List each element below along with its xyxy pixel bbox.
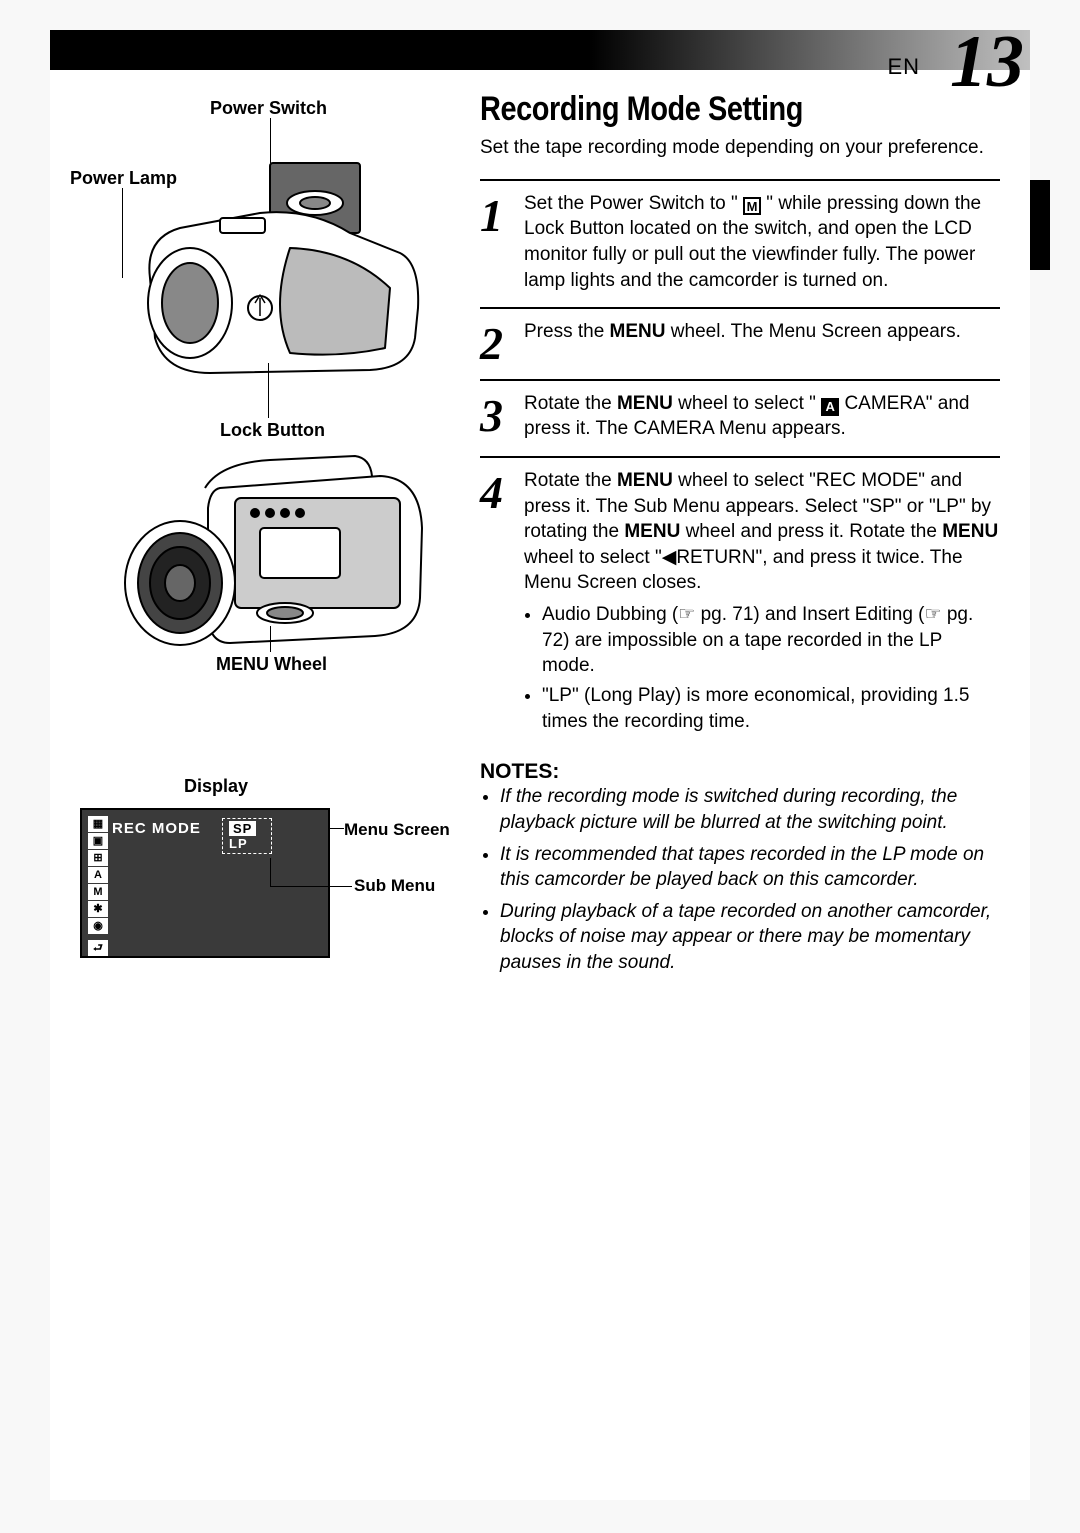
step: 2Press the MENU wheel. The Menu Screen a… bbox=[480, 307, 1000, 378]
step-body: Press the MENU wheel. The Menu Screen ap… bbox=[524, 319, 961, 364]
leader-line bbox=[270, 886, 352, 887]
rec-mode-options: SP LP bbox=[222, 818, 272, 854]
panel-icon: ⮐ bbox=[88, 940, 108, 956]
manual-page: EN 13 Power Switch Power Lamp Lock Butt bbox=[50, 30, 1030, 1500]
display-panel: ▦ ▣ ⊞ A M ✱ ◉ ⮐ REC MODE SP LP bbox=[80, 808, 330, 958]
display-icon-column: ▦ ▣ ⊞ A M ✱ ◉ ⮐ bbox=[88, 816, 110, 957]
steps-list: 1Set the Power Switch to " M " while pre… bbox=[480, 179, 1000, 753]
leader-line bbox=[270, 626, 271, 652]
right-column: Recording Mode Setting Set the tape reco… bbox=[480, 90, 1000, 982]
section-title: Recording Mode Setting bbox=[480, 90, 922, 129]
menu-wheel-label: MENU Wheel bbox=[216, 654, 327, 675]
step-body: Rotate the MENU wheel to select "REC MOD… bbox=[524, 468, 1000, 738]
step: 3Rotate the MENU wheel to select " A CAM… bbox=[480, 379, 1000, 456]
step-number: 2 bbox=[480, 319, 524, 364]
step-body: Rotate the MENU wheel to select " A CAME… bbox=[524, 391, 1000, 442]
panel-icon: A bbox=[88, 867, 108, 883]
lock-button-label: Lock Button bbox=[220, 420, 325, 441]
header-bar bbox=[50, 30, 1030, 70]
section-intro: Set the tape recording mode depending on… bbox=[480, 135, 1000, 161]
camcorder-diagram-top bbox=[120, 158, 440, 398]
note-item: During playback of a tape recorded on an… bbox=[500, 899, 1000, 976]
panel-icon: ▣ bbox=[88, 833, 108, 849]
power-switch-label: Power Switch bbox=[210, 98, 327, 119]
step-body: Set the Power Switch to " M " while pres… bbox=[524, 191, 1000, 294]
panel-icon: ▦ bbox=[88, 816, 108, 832]
rec-mode-text: REC MODE bbox=[112, 820, 201, 837]
camcorder-diagram-bottom bbox=[120, 448, 440, 668]
thumb-tab bbox=[1030, 180, 1050, 270]
step: 1Set the Power Switch to " M " while pre… bbox=[480, 179, 1000, 308]
display-label: Display bbox=[184, 776, 248, 797]
step-number: 4 bbox=[480, 468, 524, 738]
page-language-label: EN bbox=[887, 54, 920, 80]
notes-list: If the recording mode is switched during… bbox=[480, 784, 1000, 975]
note-item: It is recommended that tapes recorded in… bbox=[500, 842, 1000, 893]
option-lp: LP bbox=[229, 836, 248, 851]
option-sp: SP bbox=[229, 821, 256, 836]
menu-screen-label: Menu Screen bbox=[344, 820, 450, 840]
panel-icon: ✱ bbox=[88, 901, 108, 917]
leader-line bbox=[268, 363, 269, 418]
note-item: If the recording mode is switched during… bbox=[500, 784, 1000, 835]
notes-heading: NOTES: bbox=[480, 760, 1000, 784]
step: 4Rotate the MENU wheel to select "REC MO… bbox=[480, 456, 1000, 752]
step-number: 3 bbox=[480, 391, 524, 442]
step-number: 1 bbox=[480, 191, 524, 294]
sub-menu-label: Sub Menu bbox=[354, 876, 435, 896]
leader-line bbox=[270, 858, 271, 886]
panel-icon: ◉ bbox=[88, 918, 108, 934]
leader-line bbox=[330, 828, 344, 829]
panel-icon: ⊞ bbox=[88, 850, 108, 866]
panel-icon: M bbox=[88, 884, 108, 900]
leader-line bbox=[270, 118, 271, 163]
